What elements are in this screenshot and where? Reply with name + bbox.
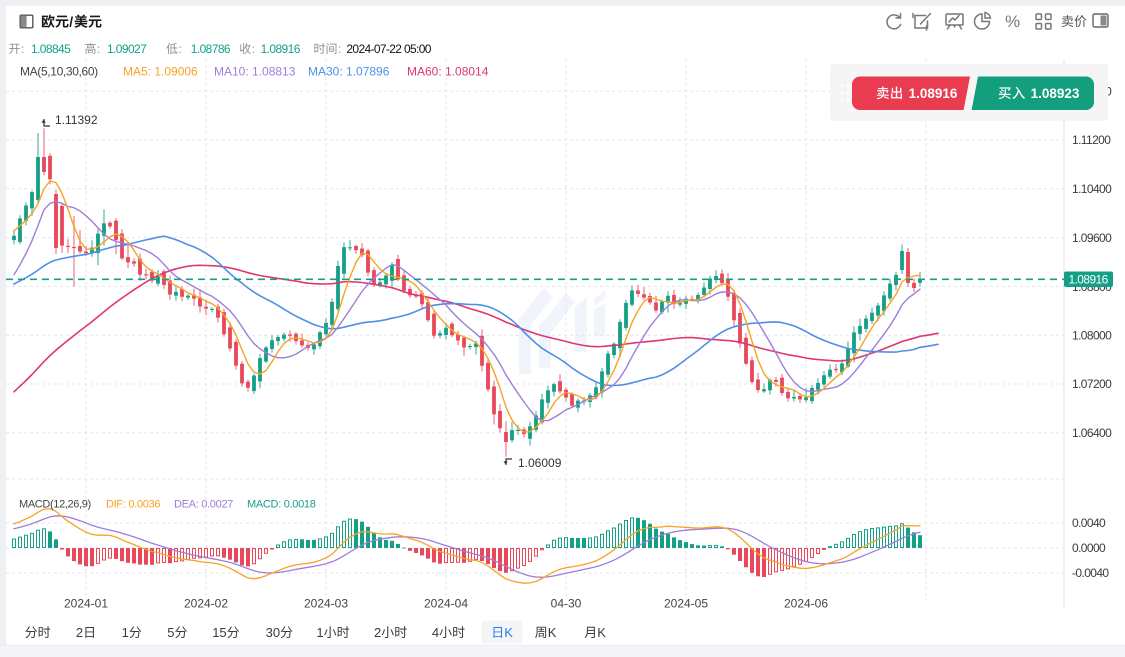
- svg-text:15: 15: [212, 625, 226, 640]
- svg-text::: :: [21, 42, 24, 56]
- svg-text:2024-04: 2024-04: [424, 596, 468, 610]
- svg-text:1: 1: [122, 625, 129, 640]
- svg-text:1.09027: 1.09027: [107, 42, 147, 56]
- svg-text:2: 2: [374, 625, 381, 640]
- svg-text:1.06009: 1.06009: [518, 456, 562, 470]
- svg-text::: :: [338, 42, 341, 56]
- svg-text:1: 1: [316, 625, 323, 640]
- svg-text:2024-03: 2024-03: [304, 596, 348, 610]
- svg-text::: :: [179, 42, 182, 56]
- svg-text:K: K: [504, 625, 513, 640]
- svg-text:/: /: [69, 14, 73, 30]
- svg-text:K: K: [548, 625, 557, 640]
- svg-text::: :: [252, 42, 255, 56]
- svg-text:1.11392: 1.11392: [55, 113, 98, 127]
- svg-text:1.08916: 1.08916: [1069, 272, 1109, 286]
- svg-text:0.0000: 0.0000: [1072, 541, 1106, 555]
- svg-text::: :: [97, 42, 100, 56]
- svg-text:-0.0040: -0.0040: [1072, 566, 1109, 580]
- svg-text:1.08845: 1.08845: [31, 42, 71, 56]
- svg-text:K: K: [597, 625, 606, 640]
- svg-text:MA10: 1.08813: MA10: 1.08813: [214, 65, 296, 79]
- svg-text:MA30: 1.07896: MA30: 1.07896: [308, 65, 390, 79]
- svg-text:1.06400: 1.06400: [1072, 426, 1112, 440]
- svg-text:1.08916: 1.08916: [261, 42, 301, 56]
- svg-text:MA5: 1.09006: MA5: 1.09006: [123, 65, 198, 79]
- svg-text:DIF: 0.0036: DIF: 0.0036: [106, 499, 160, 511]
- svg-text:2024-06: 2024-06: [784, 596, 828, 610]
- svg-text:1.08000: 1.08000: [1072, 328, 1112, 342]
- svg-text:4: 4: [432, 625, 439, 640]
- svg-text:1.08923: 1.08923: [1031, 86, 1080, 101]
- svg-text:1.08916: 1.08916: [909, 86, 958, 101]
- svg-text:04-30: 04-30: [551, 596, 582, 610]
- svg-text:5: 5: [167, 625, 174, 640]
- svg-text:2024-01: 2024-01: [64, 596, 108, 610]
- svg-text:MACD(12,26,9): MACD(12,26,9): [19, 499, 91, 511]
- svg-text:1.07200: 1.07200: [1072, 377, 1112, 391]
- svg-text:2: 2: [76, 625, 83, 640]
- svg-text:MACD: 0.0018: MACD: 0.0018: [247, 499, 316, 511]
- svg-text:DEA: 0.0027: DEA: 0.0027: [174, 499, 233, 511]
- svg-text:2024-05: 2024-05: [664, 596, 708, 610]
- svg-text:MA60: 1.08014: MA60: 1.08014: [407, 65, 489, 79]
- svg-text:MA(5,10,30,60): MA(5,10,30,60): [20, 65, 98, 79]
- svg-text:1.08786: 1.08786: [191, 42, 231, 56]
- svg-text:2024-02: 2024-02: [184, 596, 228, 610]
- svg-text:1.09600: 1.09600: [1072, 231, 1112, 245]
- svg-text:%: %: [1005, 12, 1020, 31]
- svg-text:1.10400: 1.10400: [1072, 182, 1112, 196]
- svg-text:1.11200: 1.11200: [1072, 133, 1111, 147]
- svg-text:30: 30: [266, 625, 280, 640]
- svg-text:0.0040: 0.0040: [1072, 516, 1106, 530]
- svg-text:2024-07-22 05:00: 2024-07-22 05:00: [346, 42, 431, 56]
